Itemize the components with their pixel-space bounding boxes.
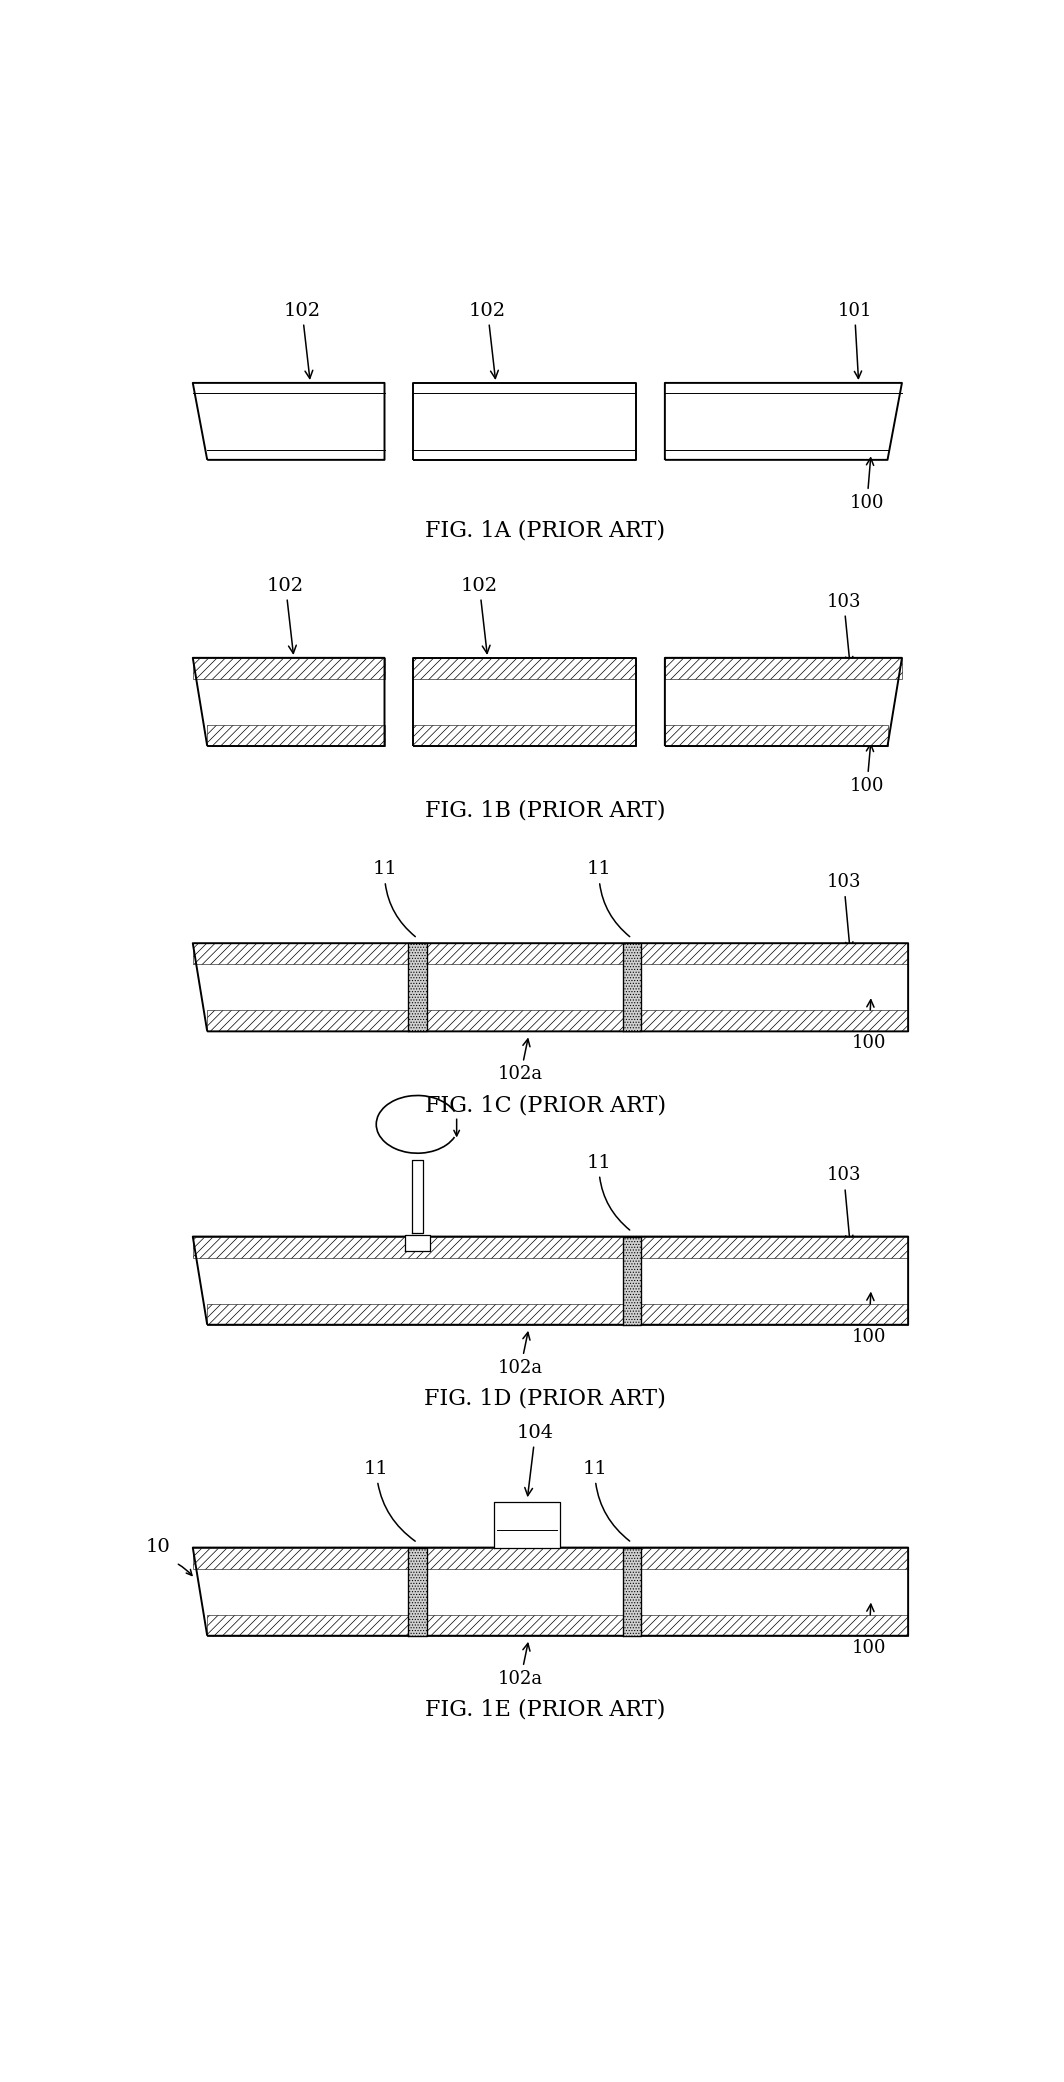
Polygon shape (413, 658, 636, 679)
Text: 11: 11 (364, 1459, 415, 1541)
Text: 100: 100 (850, 743, 884, 795)
Polygon shape (193, 658, 384, 679)
Polygon shape (622, 1547, 641, 1636)
Polygon shape (412, 1160, 423, 1233)
Polygon shape (405, 1235, 430, 1251)
Text: 100: 100 (851, 999, 886, 1051)
Text: 101: 101 (837, 302, 871, 379)
Polygon shape (193, 943, 908, 964)
Text: 103: 103 (827, 1166, 861, 1243)
Polygon shape (207, 1010, 908, 1031)
Text: 100: 100 (851, 1603, 886, 1657)
Polygon shape (207, 1303, 908, 1324)
Text: FIG. 1B (PRIOR ART): FIG. 1B (PRIOR ART) (425, 799, 666, 822)
Polygon shape (207, 1616, 908, 1636)
Polygon shape (207, 725, 384, 745)
Text: 11: 11 (372, 860, 415, 937)
Text: 102: 102 (461, 577, 498, 654)
Text: FIG. 1D (PRIOR ART): FIG. 1D (PRIOR ART) (425, 1389, 666, 1410)
Text: 102: 102 (283, 302, 320, 379)
Text: 11: 11 (586, 1153, 630, 1230)
Text: 102: 102 (469, 302, 506, 379)
Polygon shape (413, 725, 636, 745)
Text: 11: 11 (586, 860, 630, 937)
Text: 103: 103 (827, 872, 861, 949)
Text: 102: 102 (267, 577, 304, 654)
Text: FIG. 1C (PRIOR ART): FIG. 1C (PRIOR ART) (425, 1095, 666, 1116)
Polygon shape (665, 725, 887, 745)
Polygon shape (409, 1547, 427, 1636)
Text: 100: 100 (851, 1293, 886, 1345)
Polygon shape (409, 943, 427, 1031)
Text: 102a: 102a (498, 1332, 543, 1376)
Polygon shape (665, 658, 902, 679)
Polygon shape (494, 1501, 560, 1547)
Text: 104: 104 (517, 1424, 554, 1495)
Text: 100: 100 (850, 458, 884, 512)
Text: 10: 10 (146, 1539, 170, 1555)
Text: FIG. 1E (PRIOR ART): FIG. 1E (PRIOR ART) (426, 1699, 665, 1722)
Polygon shape (193, 1547, 908, 1568)
Text: 103: 103 (827, 593, 861, 664)
Polygon shape (622, 943, 641, 1031)
Text: 11: 11 (582, 1459, 630, 1541)
Text: 102a: 102a (498, 1643, 543, 1689)
Text: FIG. 1A (PRIOR ART): FIG. 1A (PRIOR ART) (426, 520, 665, 541)
Text: 102a: 102a (498, 1039, 543, 1083)
Polygon shape (622, 1237, 641, 1324)
Polygon shape (193, 1237, 908, 1258)
